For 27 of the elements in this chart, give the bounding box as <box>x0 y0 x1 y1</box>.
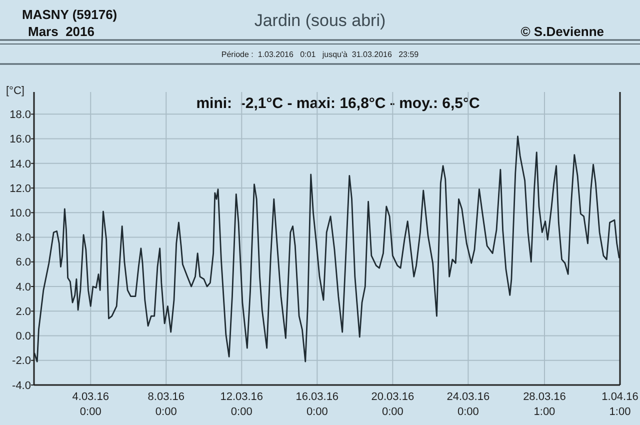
x-tick-label: 1.04.16 1:00 <box>602 391 638 418</box>
x-tick-label: 28.03.16 1:00 <box>523 391 566 418</box>
text: © S.Devienne <box>520 24 604 39</box>
x-tick-label: 16.03.16 0:00 <box>296 391 339 418</box>
y-axis-title: [°C] <box>6 85 24 97</box>
y-tick-label: -2.0 <box>12 355 31 368</box>
y-tick-label: 6.0 <box>16 256 31 269</box>
x-tick-label: 24.03.16 0:00 <box>446 391 490 418</box>
y-tick-label: 2.0 <box>16 306 31 318</box>
x-tick-label: 4.03.16 0:00 <box>72 391 109 418</box>
y-tick-label: 4.0 <box>16 281 31 294</box>
x-tick-label: 8.03.16 0:00 <box>148 391 184 418</box>
y-tick-label: 18.0 <box>10 109 31 122</box>
chart-title: Jardin (sous abri) <box>254 11 386 30</box>
x-tick-label: 12.03.16 0:00 <box>220 391 264 418</box>
y-tick-label: 16.0 <box>10 134 31 146</box>
y-tick-label: 10.0 <box>10 207 31 220</box>
chart-subtitle: Période : 1.03.2016 0:01 jusqu'à 31.03.2016 23:59 <box>221 50 420 59</box>
y-tick-label: 14.0 <box>10 158 31 170</box>
y-tick-label: -4.0 <box>12 380 31 392</box>
y-tick-label: 8.0 <box>16 232 31 244</box>
y-tick-label: 12.0 <box>10 182 31 195</box>
text: Mars 2016 <box>28 24 94 39</box>
y-tick-label: 0.0 <box>16 330 31 343</box>
text: MASNY (59176) <box>22 7 118 22</box>
line-series <box>34 136 620 362</box>
x-tick-label: 20.03.16 0:00 <box>371 391 414 418</box>
